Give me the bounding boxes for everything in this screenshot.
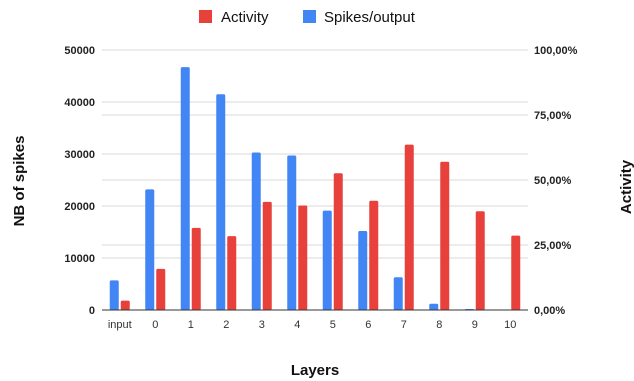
x-axis-tick-labels: input 0 1 2 3 4 5 6 7 8 9 10 <box>108 319 517 331</box>
x-tick-label: 7 <box>401 319 407 331</box>
bar-activity-10 <box>511 235 521 310</box>
bar-spikes-output-5 <box>322 210 332 310</box>
x-tick-label: 0 <box>152 319 158 331</box>
bar-spikes-output-0 <box>145 189 155 310</box>
bar-activity-input <box>120 300 130 310</box>
x-tick-label: 1 <box>188 319 194 331</box>
bar-activity-5 <box>333 173 343 310</box>
y-tick-label: 30000 <box>64 149 95 161</box>
bar-activity-6 <box>369 200 379 310</box>
bar-spikes-output-input <box>109 280 119 310</box>
bar-spikes-output-7 <box>393 277 403 310</box>
bar-activity-8 <box>440 161 450 310</box>
x-tick-label: 8 <box>436 319 442 331</box>
x-tick-label: 10 <box>504 319 516 331</box>
bar-spikes-output-3 <box>251 152 261 310</box>
y2-tick-label: 25,00% <box>534 240 572 252</box>
x-tick-label: 2 <box>223 319 229 331</box>
y-tick-label: 50000 <box>64 45 95 57</box>
bar-activity-3 <box>262 201 272 310</box>
bar-activity-7 <box>404 144 414 310</box>
bar-activity-0 <box>156 268 166 310</box>
gridlines <box>102 49 528 259</box>
right-axis-tick-labels: 0,00% 25,00% 50,00% 75,00% 100,00% <box>534 45 578 317</box>
left-axis-tick-labels: 0 10000 20000 30000 40000 50000 <box>64 45 95 317</box>
bar-spikes-output-1 <box>180 67 190 310</box>
x-tick-label: 3 <box>259 319 265 331</box>
bar-activity-2 <box>227 236 237 310</box>
x-tick-label: 4 <box>294 319 300 331</box>
y-tick-label: 10000 <box>64 253 95 265</box>
x-tick-label: 5 <box>330 319 336 331</box>
x-axis-title: Layers <box>291 362 339 379</box>
bars <box>109 67 521 310</box>
bar-spikes-output-2 <box>216 94 226 310</box>
y2-tick-label: 75,00% <box>534 110 572 122</box>
y-tick-label: 0 <box>89 305 95 317</box>
y2-tick-label: 0,00% <box>534 305 565 317</box>
legend-swatch-spikes-output <box>303 10 316 23</box>
x-tick-label: input <box>108 319 132 331</box>
y2-axis-title: Activity <box>618 159 634 214</box>
bar-spikes-output-8 <box>429 303 439 310</box>
x-tick-label: 6 <box>365 319 371 331</box>
legend-label-activity: Activity <box>221 9 269 26</box>
y2-tick-label: 50,00% <box>534 175 572 187</box>
y-tick-label: 20000 <box>64 201 95 213</box>
bar-activity-1 <box>191 227 201 310</box>
y2-tick-label: 100,00% <box>534 45 578 57</box>
x-tick-label: 9 <box>472 319 478 331</box>
bar-spikes-output-4 <box>287 155 297 310</box>
bar-spikes-output-6 <box>358 230 368 310</box>
legend-label-spikes-output: Spikes/output <box>324 9 416 26</box>
bar-activity-4 <box>298 205 308 310</box>
bar-activity-9 <box>475 211 485 310</box>
y-axis-title: NB of spikes <box>11 136 28 227</box>
legend: Activity Spikes/output <box>199 9 416 26</box>
y-tick-label: 40000 <box>64 97 95 109</box>
legend-swatch-activity <box>199 10 212 23</box>
